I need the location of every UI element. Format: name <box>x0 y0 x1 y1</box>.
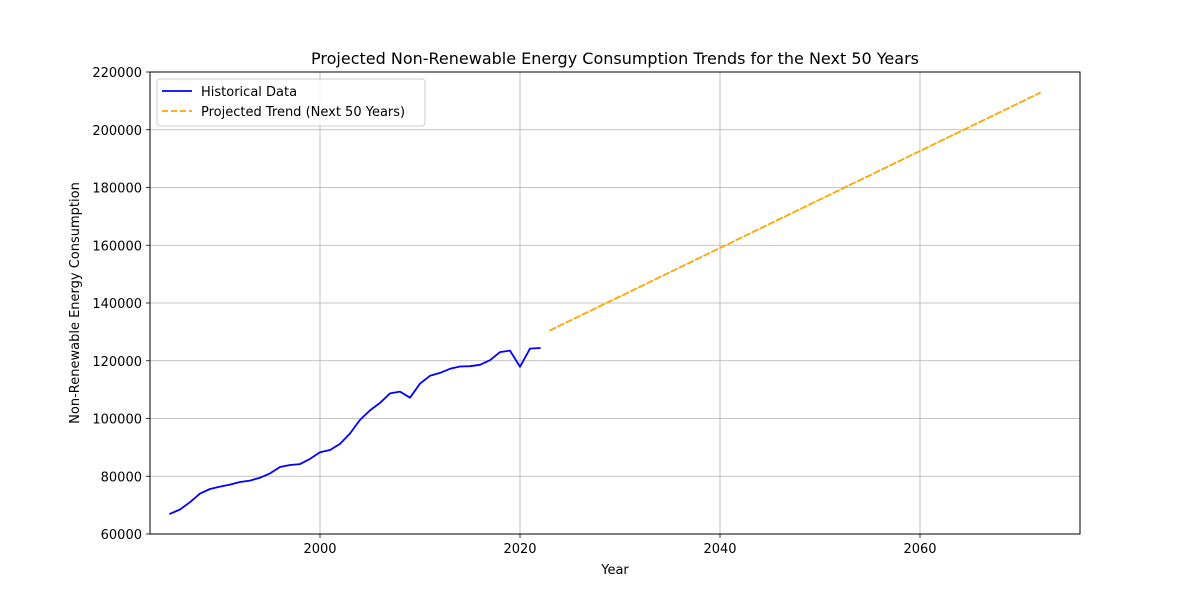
x-axis-title: Year <box>600 563 629 578</box>
legend-label-historical: Historical Data <box>201 85 297 100</box>
x-tick-label: 2000 <box>303 542 336 557</box>
legend: Historical Data Projected Trend (Next 50… <box>156 78 426 127</box>
tick-labels: 2000 2020 2040 2060 60000 80000 100000 120000 14… <box>92 66 936 557</box>
y-tick-label: 180000 <box>92 182 142 197</box>
tick-marks <box>146 71 921 538</box>
y-tick-label: 80000 <box>101 470 142 485</box>
y-tick-label: 120000 <box>92 355 142 370</box>
legend-label-projected: Projected Trend (Next 50 Years) <box>201 105 405 120</box>
y-tick-label: 200000 <box>92 124 142 139</box>
y-axis-title: Non-Renewable Energy Consumption <box>68 182 83 424</box>
historical-data-line <box>169 347 541 515</box>
y-tick-label: 60000 <box>101 528 142 543</box>
series-layer <box>169 91 1041 515</box>
x-tick-label: 2060 <box>903 542 936 557</box>
projected-trend-line <box>549 91 1041 332</box>
legend-box <box>156 78 426 127</box>
y-tick-label: 140000 <box>92 297 142 312</box>
x-tick-label: 2020 <box>503 542 536 557</box>
grid-lines <box>150 71 1080 535</box>
y-tick-label: 220000 <box>92 66 142 81</box>
y-tick-label: 160000 <box>92 239 142 254</box>
x-tick-label: 2040 <box>703 542 736 557</box>
y-tick-label: 100000 <box>92 413 142 428</box>
chart-title: Projected Non-Renewable Energy Consumpti… <box>311 49 919 68</box>
